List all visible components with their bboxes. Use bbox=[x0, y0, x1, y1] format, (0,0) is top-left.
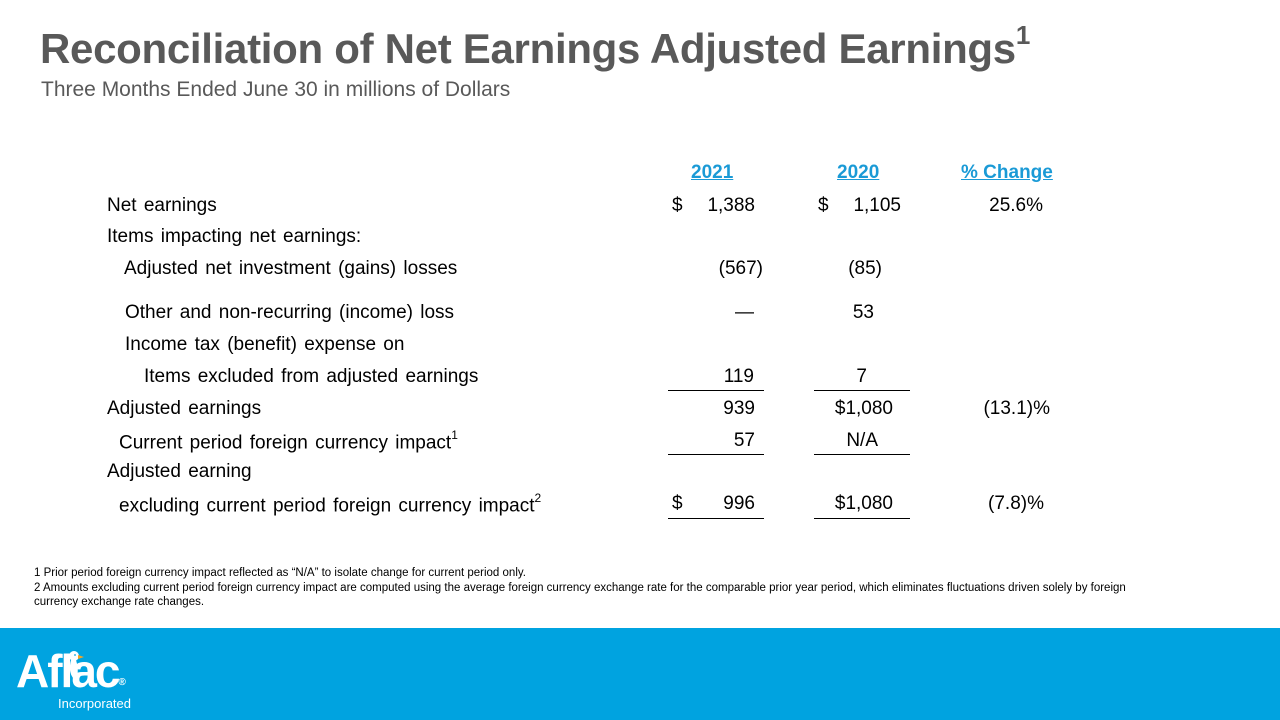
adjusted-excl-change: (7.8)% bbox=[988, 493, 1044, 514]
row-label-adjusted-excl-line1: Adjusted earning bbox=[107, 461, 252, 482]
adjusted-earnings-2020: $1,080 bbox=[834, 398, 893, 419]
row-label-fx-impact: Current period foreign currency impact1 bbox=[119, 428, 458, 454]
adjusted-earnings-2021: 939 bbox=[723, 398, 755, 419]
row-label-investment: Adjusted net investment (gains) losses bbox=[124, 258, 458, 279]
duck-icon bbox=[69, 651, 84, 678]
investment-2021: (567) bbox=[718, 258, 763, 279]
column-header-2021: 2021 bbox=[691, 162, 734, 183]
net-earnings-2021: 1,388 bbox=[707, 195, 755, 216]
subtotal-rule-2020 bbox=[814, 390, 910, 391]
logo-tagline: Incorporated bbox=[58, 696, 131, 711]
row-label-adjusted-earnings: Adjusted earnings bbox=[107, 398, 262, 419]
row-label-net-earnings: Net earnings bbox=[107, 195, 217, 216]
adjusted-excl-footnote-ref: 2 bbox=[534, 491, 542, 505]
fx-impact-label-text: Current period foreign currency impact bbox=[119, 432, 452, 454]
fx-rule-2021 bbox=[668, 454, 764, 455]
slide-title: Reconciliation of Net Earnings Adjusted … bbox=[40, 20, 1031, 72]
adjusted-excl-2021-currency: $ bbox=[672, 493, 683, 514]
column-header-2020: 2020 bbox=[837, 162, 880, 183]
row-label-items-impacting: Items impacting net earnings: bbox=[107, 226, 362, 247]
footnote-1: 1 Prior period foreign currency impact r… bbox=[34, 567, 526, 579]
aflac-logo: Aflac® bbox=[16, 644, 126, 698]
adjusted-excl-label-text: excluding current period foreign currenc… bbox=[119, 495, 535, 517]
fx-impact-2021: 57 bbox=[733, 430, 755, 451]
fx-rule-2020 bbox=[814, 454, 910, 455]
subtotal-rule-2021 bbox=[668, 390, 764, 391]
column-header-change: % Change bbox=[961, 162, 1053, 183]
logo-wordmark: Aflac bbox=[16, 645, 120, 697]
other-2021: — bbox=[735, 302, 754, 323]
fx-impact-2020: N/A bbox=[846, 430, 878, 451]
fx-footnote-ref: 1 bbox=[451, 428, 458, 442]
row-label-income-tax: Income tax (benefit) expense on bbox=[125, 334, 405, 355]
adjusted-excl-2021: 996 bbox=[723, 493, 755, 514]
total-rule-2021 bbox=[668, 518, 764, 519]
net-earnings-2021-currency: $ bbox=[672, 195, 683, 216]
other-2020: 53 bbox=[852, 302, 874, 323]
footnotes: 1 Prior period foreign currency impact r… bbox=[34, 566, 1164, 610]
items-excluded-2020: 7 bbox=[856, 366, 867, 387]
row-label-items-excluded: Items excluded from adjusted earnings bbox=[144, 366, 479, 387]
investment-2020: (85) bbox=[848, 258, 882, 279]
footer-band bbox=[0, 628, 1280, 720]
footnote-2: 2 Amounts excluding current period forei… bbox=[34, 581, 1126, 609]
adjusted-earnings-change: (13.1)% bbox=[983, 398, 1050, 419]
net-earnings-2020-currency: $ bbox=[818, 195, 829, 216]
slide-subtitle: Three Months Ended June 30 in millions o… bbox=[41, 78, 511, 101]
net-earnings-2020: 1,105 bbox=[853, 195, 901, 216]
total-rule-2020 bbox=[814, 518, 910, 519]
items-excluded-2021: 119 bbox=[723, 366, 754, 387]
title-footnote-ref: 1 bbox=[1015, 20, 1031, 50]
logo-registered-mark: ® bbox=[118, 677, 126, 688]
row-label-other: Other and non-recurring (income) loss bbox=[125, 302, 455, 323]
row-label-adjusted-excl-line2: excluding current period foreign currenc… bbox=[119, 491, 542, 517]
net-earnings-change: 25.6% bbox=[989, 195, 1043, 216]
adjusted-excl-2020: $1,080 bbox=[834, 493, 893, 514]
